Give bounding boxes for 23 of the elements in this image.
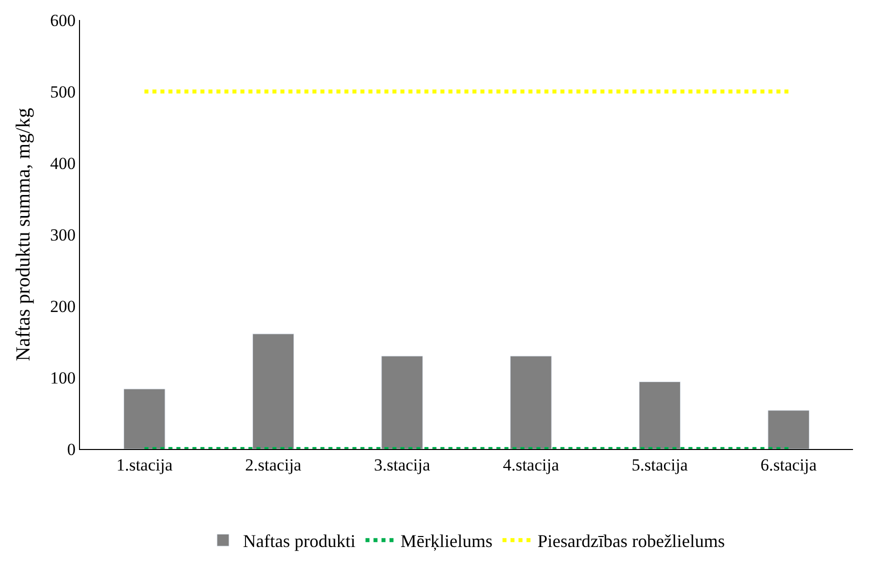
- bar: [638, 382, 681, 449]
- bar: [768, 410, 810, 449]
- x-tick-label: 6.stacija: [760, 455, 818, 474]
- x-tick-label: 3.stacija: [374, 455, 431, 474]
- y-tick-label: 300: [50, 225, 76, 244]
- x-tick-label: 2.stacija: [245, 455, 302, 474]
- x-tick-label: 4.stacija: [502, 455, 560, 474]
- legend-label: Mērķlielums: [400, 531, 492, 552]
- y-tick-label: 500: [50, 82, 76, 102]
- y-tick-label: 100: [50, 368, 76, 388]
- x-tick-label: 5.stacija: [632, 455, 688, 474]
- bar: [124, 388, 166, 449]
- y-axis-title: Naftas produktu summa, mg/kg: [12, 108, 35, 362]
- legend-label: Piesardzības robežlielums: [537, 531, 725, 552]
- y-tick-label: 200: [50, 296, 76, 316]
- x-tick-label: 1.stacija: [116, 455, 173, 474]
- bar: [510, 356, 552, 449]
- y-tick-label: 600: [50, 10, 76, 30]
- bar: [381, 356, 423, 449]
- bar: [252, 334, 294, 449]
- y-tick-label: 0: [67, 440, 76, 459]
- legend-label: Naftas produkti: [243, 531, 356, 552]
- y-tick-label: 400: [50, 154, 76, 173]
